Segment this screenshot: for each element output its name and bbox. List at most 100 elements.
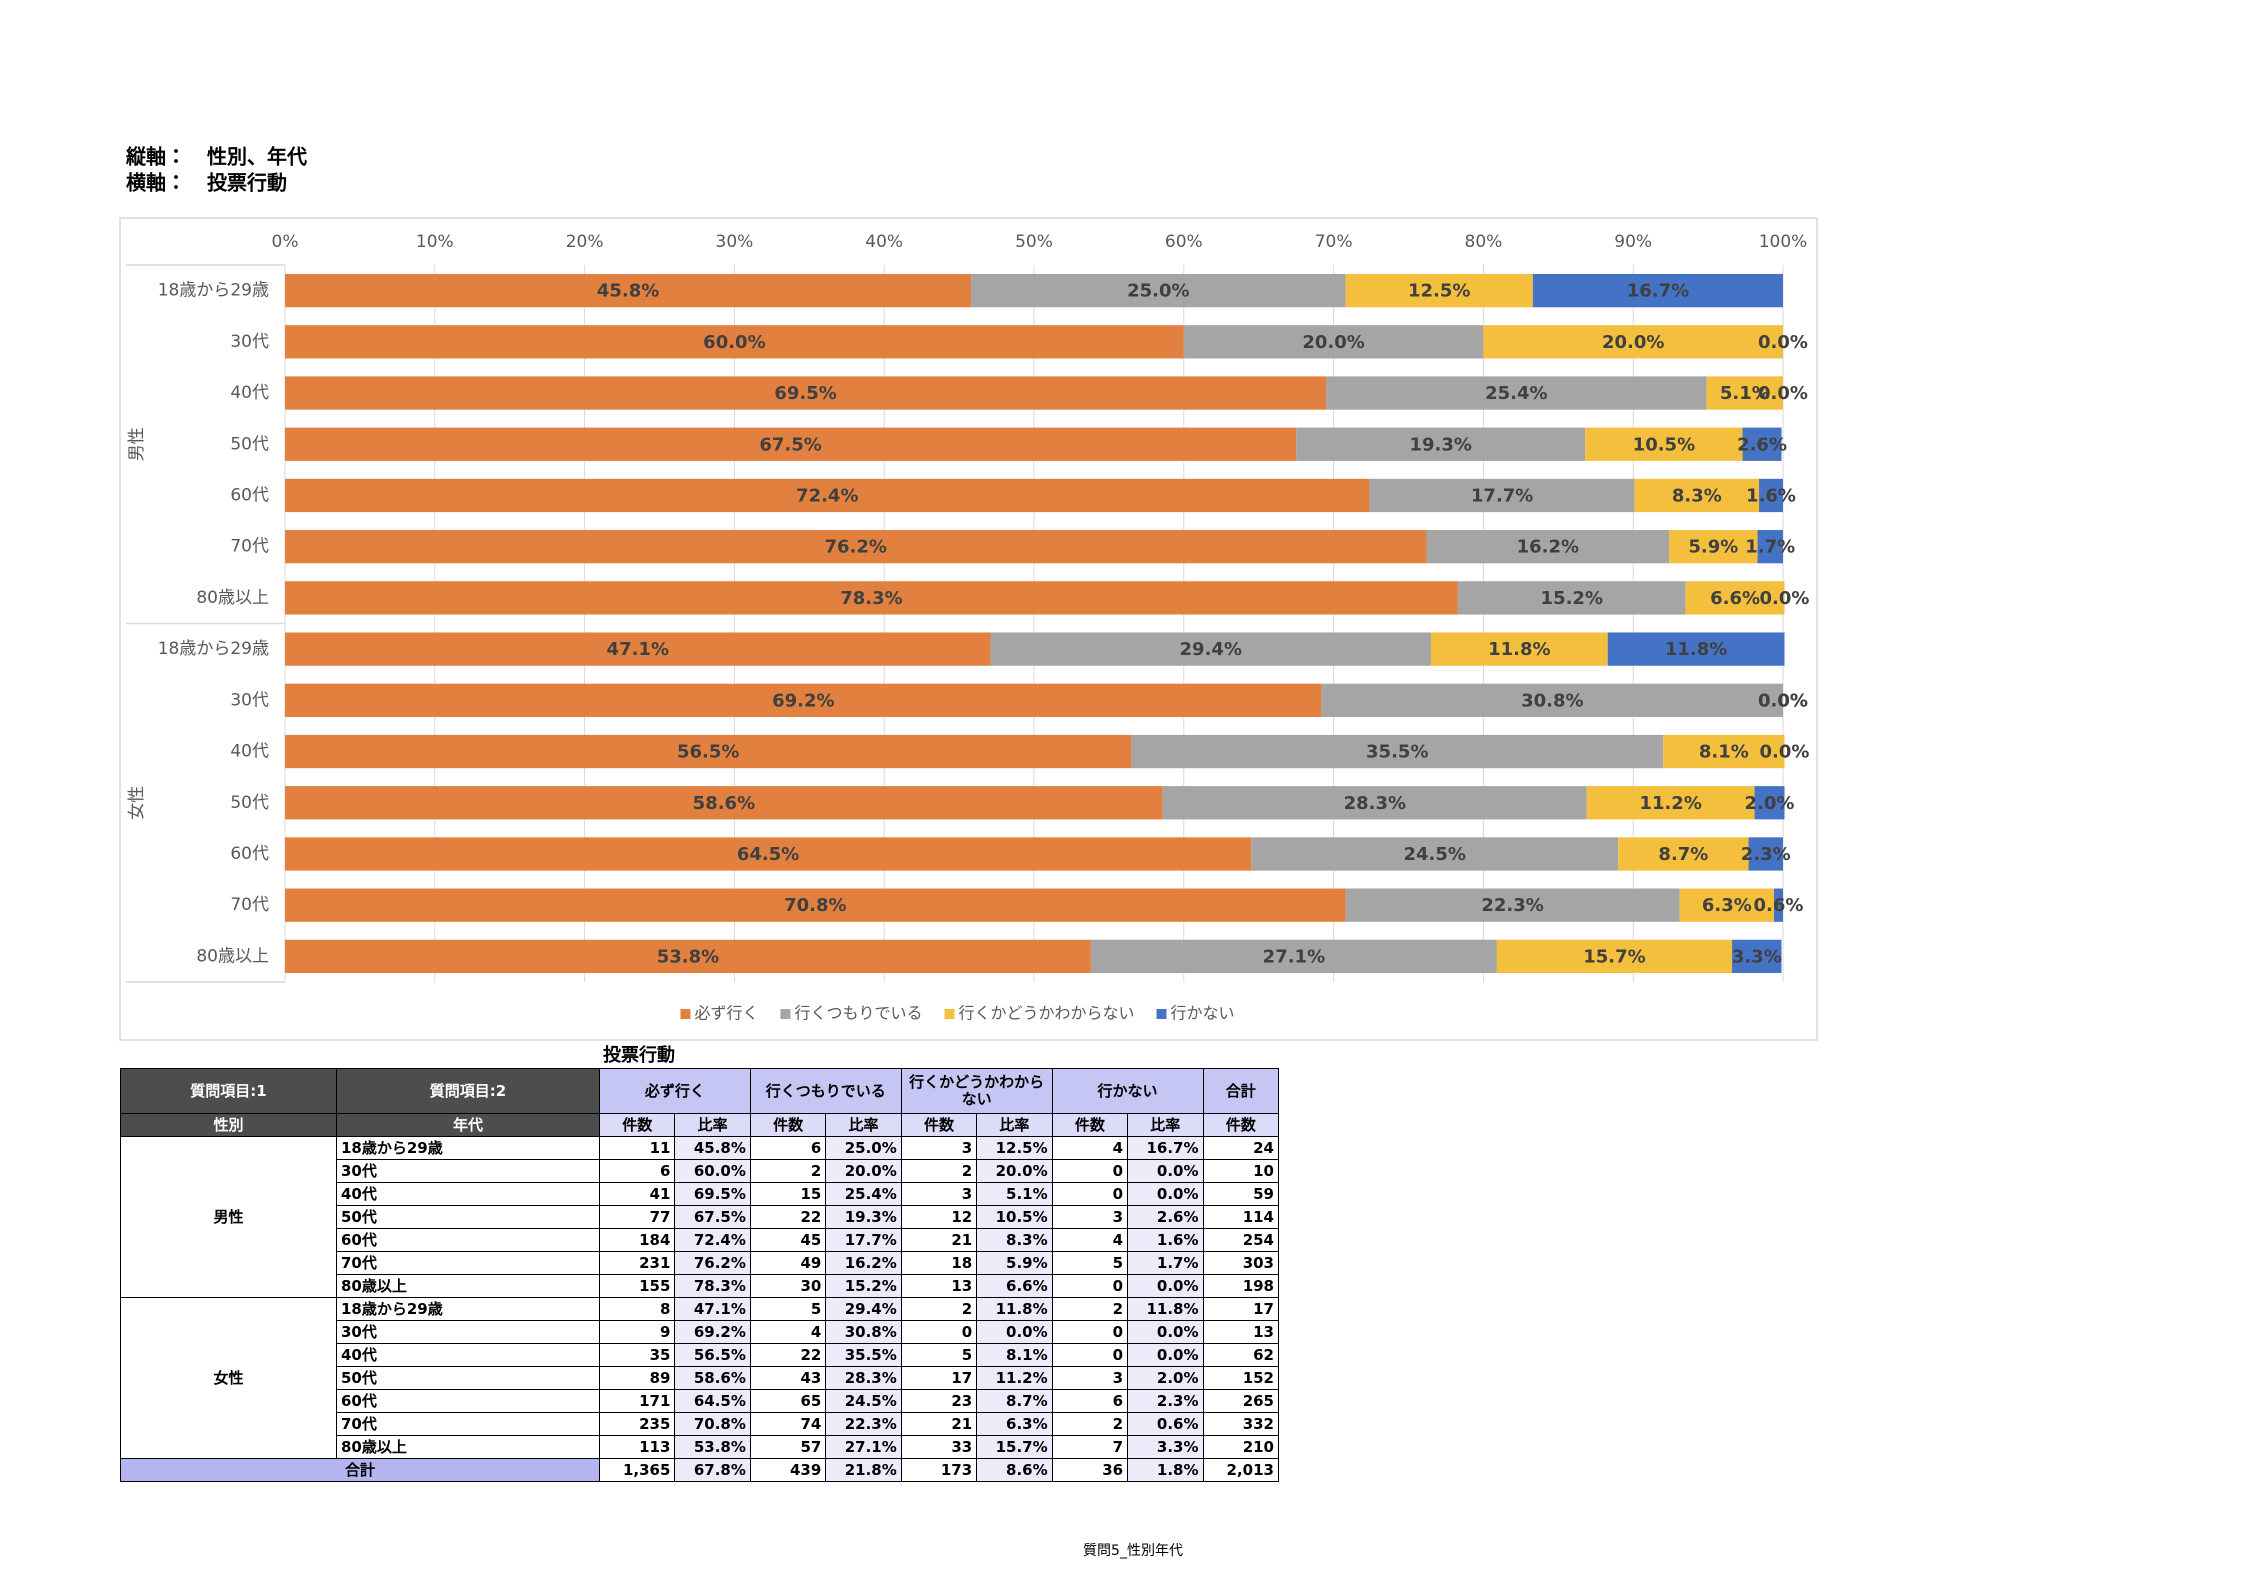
table-cell: 45 xyxy=(749,1228,827,1252)
data-label: 25.4% xyxy=(1485,383,1547,404)
data-label: 53.8% xyxy=(657,946,719,967)
table-cell: 3 xyxy=(900,1136,978,1160)
data-row: 30代 9 69.2% 4 30.8% 0 0.0% 0 0.0% 13 xyxy=(121,1320,1279,1344)
data-label: 19.3% xyxy=(1409,434,1471,455)
table-cell: 439 xyxy=(749,1458,827,1482)
table-cell: 70.8% xyxy=(674,1412,751,1436)
table-cell: 152 xyxy=(1202,1366,1279,1390)
table-cell: 15.7% xyxy=(976,1435,1053,1459)
bar-segment xyxy=(1131,734,1664,769)
table-cell: 57 xyxy=(749,1435,827,1459)
bar-segment xyxy=(285,683,1322,717)
y-tick-label: 70代 xyxy=(230,537,269,557)
bar-segment xyxy=(1607,632,1785,666)
data-label: 27.1% xyxy=(1263,946,1325,967)
table-cell: 必ず行く xyxy=(599,1068,751,1114)
table-cell: 0.6% xyxy=(1127,1412,1204,1436)
bar-segment xyxy=(1742,427,1782,461)
bar-segment xyxy=(285,325,1184,359)
table-cell: 303 xyxy=(1202,1251,1279,1275)
x-tick-label: 60% xyxy=(1165,232,1203,252)
bar-segment xyxy=(971,273,1346,308)
table-cell: 質問項目:1 xyxy=(120,1068,337,1114)
table-cell: 231 xyxy=(598,1251,676,1275)
table-cell: 0 xyxy=(1051,1320,1129,1344)
data-label: 15.2% xyxy=(1541,588,1603,609)
data-table: 質問項目:1 質問項目:2 必ず行く 行くつもりでいる 行くかどうかわからない 行かない合… xyxy=(120,1068,1279,1482)
table-cell: 2,013 xyxy=(1202,1458,1279,1482)
table-cell: 59 xyxy=(1202,1182,1279,1206)
data-row: 女性 18歳から29歳 8 47.1% 5 29.4% 2 11.8% 2 11.8% 17 xyxy=(120,1297,1279,1459)
table-cell: 72.4% xyxy=(674,1228,751,1252)
header-row: 質問項目:1 質問項目:2 必ず行く 行くつもりでいる 行くかどうかわからない 行かない合… xyxy=(120,1068,1279,1114)
legend-marker xyxy=(1156,1009,1167,1019)
table-cell: 比率 xyxy=(674,1113,751,1137)
bar-segment xyxy=(1634,478,1760,513)
bar-segment xyxy=(990,632,1431,666)
bar-segment xyxy=(1369,478,1635,513)
table-cell: 60代 xyxy=(336,1228,600,1252)
y-tick-label: 50代 xyxy=(230,793,269,813)
table-cell: 76.2% xyxy=(674,1251,751,1275)
table-cell: 40代 xyxy=(336,1343,600,1367)
bar-segment xyxy=(285,734,1132,769)
table-cell: 8.6% xyxy=(976,1458,1053,1482)
data-label: 0.0% xyxy=(1758,332,1808,353)
bar-segment xyxy=(1748,837,1783,871)
table-cell: 10 xyxy=(1202,1159,1279,1183)
bar-segment xyxy=(1679,888,1775,922)
table-cell: 47.1% xyxy=(674,1297,751,1321)
table-cell: 9 xyxy=(598,1320,676,1344)
table-cell: 性別 xyxy=(120,1113,337,1137)
y-tick-label: 30代 xyxy=(230,332,269,352)
table-cell: 12.5% xyxy=(976,1136,1053,1160)
table-cell: 2 xyxy=(1051,1297,1129,1321)
table-cell: 80歳以上 xyxy=(336,1274,600,1298)
table-cell: 件数 xyxy=(1051,1113,1129,1137)
data-label: 28.3% xyxy=(1344,793,1406,814)
data-label: 3.3% xyxy=(1732,946,1782,967)
table-cell: 30代 xyxy=(336,1320,600,1344)
total-row: 合計 1,365 67.8% 439 21.8% 173 8.6% 36 1.8% 2,013 xyxy=(120,1458,1279,1482)
table-cell: 3 xyxy=(1051,1205,1129,1229)
bar-segment xyxy=(1457,581,1686,615)
table-cell: 21 xyxy=(900,1412,978,1436)
x-tick-label: 50% xyxy=(1015,232,1053,252)
table-cell: 6 xyxy=(1051,1389,1129,1413)
data-label: 20.0% xyxy=(1302,332,1364,353)
table-cell: 0 xyxy=(1051,1274,1129,1298)
table-cell: 20.0% xyxy=(976,1159,1053,1183)
legend-marker xyxy=(680,1009,691,1019)
table-cell: 33 xyxy=(900,1435,978,1459)
data-label: 2.6% xyxy=(1737,434,1787,455)
table-cell: 69.5% xyxy=(674,1182,751,1206)
table-cell: 17 xyxy=(900,1366,978,1390)
bar-segment xyxy=(1496,939,1733,974)
y-tick-label: 50代 xyxy=(230,434,269,454)
data-row: 60代 171 64.5% 65 24.5% 23 8.7% 6 2.3% 265 xyxy=(121,1389,1279,1413)
table-cell: 210 xyxy=(1202,1435,1279,1459)
bar-segment xyxy=(1321,683,1783,717)
data-label: 1.7% xyxy=(1745,537,1795,558)
table-cell: 24 xyxy=(1202,1136,1279,1160)
bar-segment xyxy=(1426,530,1670,564)
table-cell: 6.6% xyxy=(976,1274,1053,1298)
table-cell: 16.7% xyxy=(1127,1136,1204,1160)
data-label: 11.2% xyxy=(1639,793,1701,814)
table-cell: 11 xyxy=(598,1136,676,1160)
table-cell: 15.2% xyxy=(825,1274,902,1298)
vertical-axis-value: 性別、年代 xyxy=(207,145,307,169)
table-cell: 17 xyxy=(1202,1297,1279,1321)
y-tick-label: 30代 xyxy=(230,690,269,710)
table-cell: 2 xyxy=(900,1297,978,1321)
table-cell: 45.8% xyxy=(674,1136,751,1160)
table-cell: 行くつもりでいる xyxy=(749,1068,902,1114)
table-cell: 19.3% xyxy=(825,1205,902,1229)
data-label: 60.0% xyxy=(703,332,765,353)
table-cell: 6 xyxy=(598,1159,676,1183)
table-cell: 70代 xyxy=(336,1412,600,1436)
table-cell: 53.8% xyxy=(674,1435,751,1459)
legend-label: 行くつもりでいる xyxy=(794,1004,922,1023)
data-row: 60代 184 72.4% 45 17.7% 21 8.3% 4 1.6% 254 xyxy=(121,1228,1279,1252)
